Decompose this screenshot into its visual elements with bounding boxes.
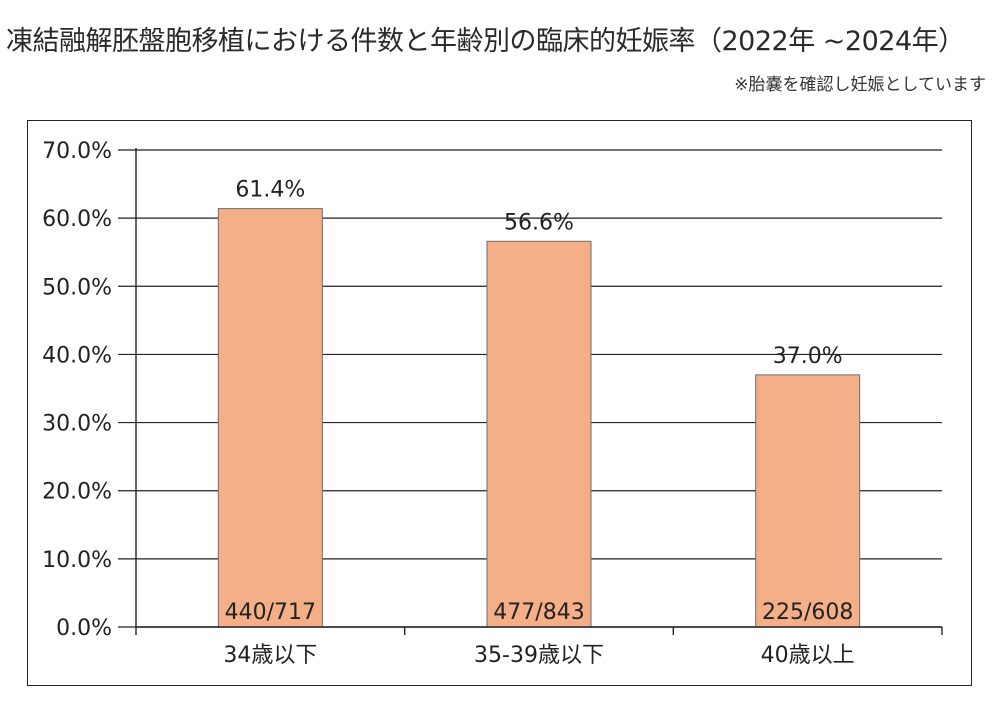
bar	[755, 374, 861, 628]
y-tick-label: 0.0%	[56, 616, 112, 641]
value-label: 56.6%	[504, 210, 574, 235]
count-label: 440/717	[225, 600, 316, 625]
y-tick-label: 10.0%	[42, 548, 112, 573]
footnote: ※胎嚢を確認し妊娠としています	[734, 75, 986, 95]
y-tick-label: 60.0%	[42, 207, 112, 232]
y-tick-label: 40.0%	[42, 343, 112, 368]
bar	[217, 208, 323, 628]
count-label: 477/843	[493, 600, 584, 625]
chart-title: 凍結融解胚盤胞移植における件数と年齢別の臨床的妊娠率（2022年 ~2024年）	[6, 26, 965, 57]
bar	[486, 240, 592, 628]
count-label: 225/608	[762, 600, 853, 625]
value-label: 61.4%	[235, 178, 305, 203]
y-tick-label: 70.0%	[42, 139, 112, 164]
chart-frame	[27, 120, 972, 686]
category-label: 35-39歳以下	[474, 643, 604, 668]
category-label: 40歳以上	[761, 643, 855, 668]
value-label: 37.0%	[773, 344, 843, 369]
y-tick-label: 50.0%	[42, 275, 112, 300]
y-tick-label: 20.0%	[42, 480, 112, 505]
category-label: 34歳以下	[223, 643, 317, 668]
y-tick-label: 30.0%	[42, 412, 112, 437]
